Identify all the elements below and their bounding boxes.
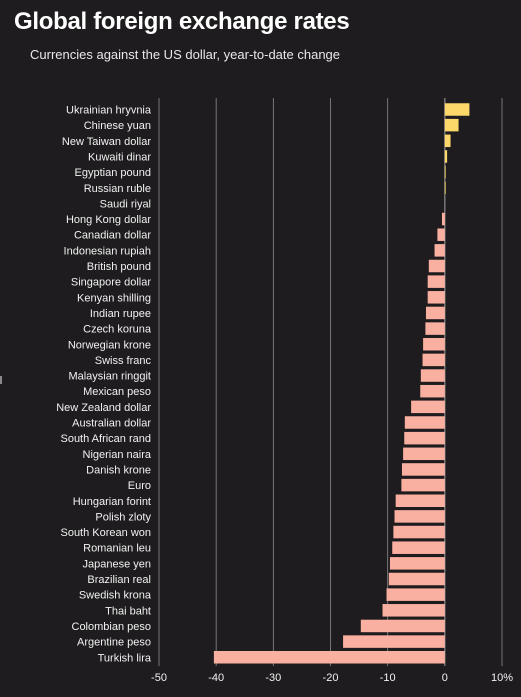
bar-21 [404, 431, 445, 445]
bar-20 [404, 416, 445, 429]
category-label-4: Egyptian pound [75, 167, 151, 179]
bar-3 [444, 150, 448, 163]
bar-2 [444, 134, 451, 148]
category-label-20: Australian dollar [72, 418, 151, 430]
bar-24 [401, 478, 445, 492]
category-label-12: Kenyan shilling [77, 292, 151, 304]
bar-10 [428, 259, 445, 273]
bar-13 [425, 306, 445, 320]
bar-34 [343, 635, 445, 648]
category-label-27: South Korean won [60, 527, 151, 539]
bar-15 [423, 338, 445, 351]
bar-17 [420, 369, 445, 382]
category-label-35: Turkish lira [98, 652, 152, 664]
category-label-11: Singapore dollar [71, 277, 151, 289]
category-label-3: Kuwaiti dinar [88, 151, 151, 163]
bar-12 [427, 291, 445, 304]
category-label-8: Canadian dollar [74, 230, 151, 242]
edge-marker [0, 376, 2, 384]
x-tick-label-6: 10% [491, 672, 513, 684]
bar-32 [382, 604, 445, 617]
bar-11 [427, 275, 445, 288]
category-label-24: Euro [128, 480, 151, 492]
category-label-21: South African rand [60, 433, 151, 445]
bars [213, 103, 470, 664]
category-label-5: Russian ruble [84, 183, 151, 195]
bar-26 [394, 510, 445, 523]
category-label-32: Thai baht [105, 605, 151, 617]
x-tick-label-5: 0 [442, 672, 448, 684]
bar-23 [401, 463, 445, 476]
x-tick-label-0: -50 [151, 672, 167, 684]
category-labels: Ukrainian hryvnia Chinese yuan New Taiwan … [56, 105, 152, 665]
x-tick-label-2: -30 [265, 672, 281, 684]
category-label-25: Hungarian forint [73, 496, 151, 508]
category-label-13: Indian rupee [90, 308, 151, 320]
category-label-9: Indonesian rupiah [64, 245, 151, 257]
chart-subtitle: Currencies against the US dollar, year-t… [30, 47, 341, 62]
category-label-2: New Taiwan dollar [62, 136, 151, 148]
bar-14 [425, 322, 445, 335]
chart-title: Global foreign exchange rates [14, 8, 350, 35]
x-tick-label-3: -20 [323, 672, 339, 684]
x-axis-ticks: -50 -40 -30 -20 -10 0 10% [151, 672, 513, 684]
bar-5 [444, 181, 446, 194]
category-label-17: Malaysian ringgit [68, 371, 151, 383]
category-label-1: Chinese yuan [84, 120, 151, 132]
category-label-22: Nigerian naira [83, 449, 152, 461]
x-tick-label-4: -10 [380, 672, 396, 684]
bar-18 [420, 384, 445, 398]
category-label-16: Swiss franc [95, 355, 152, 367]
category-label-18: Mexican peso [83, 386, 151, 398]
category-label-14: Czech koruna [83, 324, 152, 336]
bar-33 [360, 619, 445, 633]
bar-22 [403, 447, 445, 461]
bar-30 [388, 572, 445, 586]
bar-27 [393, 525, 445, 539]
category-label-34: Argentine peso [77, 637, 151, 649]
category-label-23: Danish krone [86, 464, 151, 476]
bar-19 [411, 400, 445, 414]
bar-35 [213, 651, 445, 664]
category-label-6: Saudi riyal [100, 198, 151, 210]
bar-1 [444, 118, 459, 132]
category-label-0: Ukrainian hryvnia [66, 105, 152, 117]
category-label-15: Norwegian krone [68, 339, 151, 351]
category-label-33: Colombian peso [72, 621, 152, 633]
grid-lines [158, 98, 503, 666]
bar-8 [437, 228, 445, 241]
bar-16 [422, 353, 445, 367]
category-label-30: Brazilian real [87, 574, 151, 586]
category-label-19: New Zealand dollar [56, 402, 151, 414]
bar-9 [434, 244, 445, 257]
category-label-7: Hong Kong dollar [66, 214, 151, 226]
category-label-31: Swedish krona [79, 590, 152, 602]
bar-25 [395, 494, 445, 507]
category-label-28: Romanian leu [83, 543, 151, 555]
bar-4 [444, 165, 446, 179]
category-label-10: British pound [87, 261, 151, 273]
category-label-29: Japanese yen [83, 558, 152, 570]
bar-7 [441, 212, 445, 226]
bar-0 [444, 103, 470, 116]
bar-28 [392, 541, 445, 554]
x-tick-label-1: -40 [208, 672, 224, 684]
bar-31 [386, 588, 445, 601]
category-label-26: Polish zloty [95, 511, 151, 523]
bar-29 [389, 557, 445, 570]
